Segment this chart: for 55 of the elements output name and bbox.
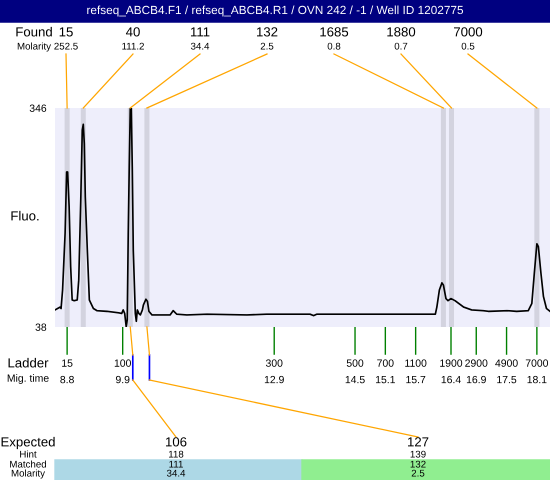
- text: 118: [168, 450, 184, 458]
- text: Ladder: [8, 358, 48, 368]
- text: 2.5: [260, 42, 274, 50]
- text: 7000: [454, 27, 482, 37]
- line-series: [55, 108, 550, 327]
- y-axis-title: Fluo.: [11, 210, 38, 221]
- text: 34.4: [166, 470, 186, 477]
- text: Molarity: [12, 469, 45, 479]
- y-tick-label: 38: [35, 324, 46, 331]
- text: 1900: [440, 359, 462, 367]
- text: 500: [346, 359, 364, 367]
- text: 139: [410, 450, 426, 458]
- x-tick-label: 8.8: [60, 376, 74, 384]
- text: 111: [190, 27, 210, 36]
- text: 111: [169, 460, 183, 468]
- x-axis-title: Mig. time: [8, 374, 49, 384]
- text: Expected: [2, 436, 55, 450]
- text: Hint: [20, 450, 37, 458]
- text: 0.7: [394, 42, 408, 50]
- x-tick-label: 15.1: [376, 376, 395, 384]
- x-tick-label: 15.7: [406, 376, 426, 384]
- x-tick-label: 9.9: [116, 376, 130, 384]
- text: 106: [166, 437, 186, 447]
- text: Found: [16, 26, 52, 37]
- text: 34.4: [190, 42, 210, 50]
- text: 0.5: [462, 42, 474, 50]
- x-tick-label: 17.5: [497, 376, 516, 384]
- text: 4900: [495, 359, 518, 367]
- text: Molarity: [18, 42, 51, 52]
- text: 100: [114, 359, 131, 367]
- text: 2900: [465, 359, 488, 367]
- x-tick-label: 14.5: [346, 376, 365, 384]
- x-tick-label: 16.4: [442, 376, 461, 384]
- text: 300: [266, 359, 282, 367]
- text: 700: [377, 359, 394, 367]
- x-tick-label: 16.9: [466, 376, 486, 384]
- chart-title: refseq_ABCB4.F1 / refseq_ABCB4.R1 / OVN 242 / -1 / Well ID 1202775: [87, 6, 464, 16]
- text: 132: [410, 460, 426, 468]
- x-tick-label: 12.9: [264, 376, 284, 384]
- text: 111.2: [122, 42, 144, 50]
- text: 1100: [405, 359, 426, 367]
- text: 252.5: [54, 42, 78, 50]
- text: 132: [257, 27, 278, 37]
- text: 2.5: [412, 470, 424, 477]
- x-tick-label: 18.1: [528, 376, 546, 384]
- y-tick-label: 346: [30, 104, 46, 112]
- text: Matched: [10, 460, 46, 468]
- text: 15: [60, 27, 73, 37]
- text: 1685: [320, 27, 348, 37]
- text: 0.8: [328, 42, 340, 50]
- text: 1880: [387, 27, 416, 37]
- text: 15: [62, 360, 72, 367]
- text: 40: [126, 27, 140, 37]
- text: 127: [408, 437, 428, 446]
- text: 7000: [526, 359, 548, 367]
